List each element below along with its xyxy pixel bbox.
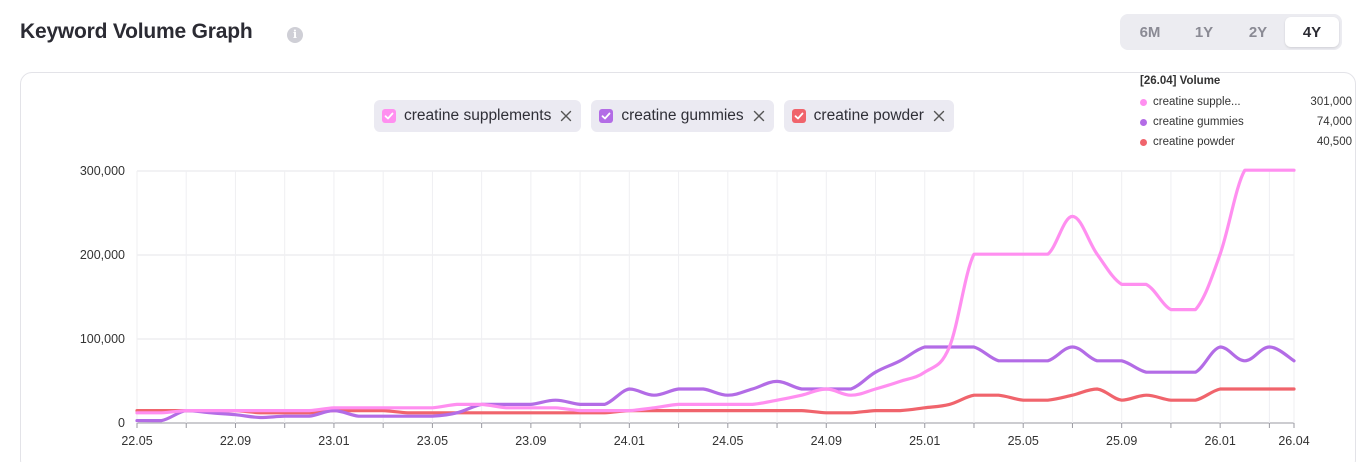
x-tick-label: 24.01 — [614, 434, 645, 448]
legend-chip-label: creatine supplements — [404, 107, 552, 124]
x-tick-label: 25.09 — [1106, 434, 1137, 448]
legend-chip[interactable]: creatine gummies — [591, 100, 774, 132]
x-tick-label: 23.05 — [417, 434, 448, 448]
close-icon[interactable] — [932, 109, 946, 123]
tooltip-series-value: 74,000 — [1316, 116, 1352, 128]
legend-chip-label: creatine gummies — [621, 107, 744, 124]
y-tick-label: 0 — [118, 416, 125, 430]
close-icon[interactable] — [559, 109, 573, 123]
legend-chips: creatine supplements creatine gummies crea… — [374, 100, 954, 132]
legend-chip[interactable]: creatine supplements — [374, 100, 582, 132]
y-tick-label: 300,000 — [80, 164, 125, 178]
y-tick-label: 100,000 — [80, 332, 125, 346]
checkbox-icon[interactable] — [599, 109, 614, 123]
checkbox-icon[interactable] — [382, 109, 396, 123]
legend-chip-label: creatine powder — [813, 107, 924, 124]
page-title: Keyword Volume Graph — [20, 20, 253, 43]
close-icon[interactable] — [752, 109, 766, 123]
series-line — [135, 168, 1296, 415]
series-dot-icon — [1140, 118, 1147, 126]
x-tick-label: 23.09 — [515, 434, 546, 448]
tooltip-row: creatine gummies 74,000 — [1140, 112, 1352, 132]
tooltip-series-value: 301,000 — [1310, 96, 1352, 108]
tooltip-series-name: creatine powder — [1153, 136, 1235, 148]
range-button-1y[interactable]: 1Y — [1194, 23, 1214, 41]
x-tick-label: 22.09 — [220, 434, 251, 448]
hover-tooltip: [26.04] Volume creatine supple... 301,000… — [1140, 75, 1352, 152]
time-range-selector: 6M 1Y 2Y 4Y — [1120, 14, 1342, 50]
series-dot-icon — [1140, 138, 1147, 146]
x-tick-label: 24.09 — [811, 434, 842, 448]
x-tick-label: 23.01 — [318, 434, 349, 448]
checkbox-icon[interactable] — [791, 109, 806, 123]
tooltip-header: [26.04] Volume — [1140, 75, 1221, 87]
x-tick-label: 24.05 — [712, 434, 743, 448]
info-icon[interactable]: i — [287, 27, 303, 43]
series-line — [135, 345, 1296, 423]
x-tick-label: 25.01 — [909, 434, 940, 448]
tooltip-row: creatine powder 40,500 — [1140, 132, 1352, 152]
legend-chip[interactable]: creatine powder — [783, 100, 954, 132]
range-button-4y[interactable]: 4Y — [1285, 17, 1339, 47]
x-tick-label: 25.05 — [1008, 434, 1039, 448]
header: Keyword Volume Graph i 6M 1Y 2Y 4Y — [20, 14, 1350, 54]
tooltip-series-value: 40,500 — [1316, 136, 1352, 148]
tooltip-series-name: creatine gummies — [1153, 116, 1244, 128]
x-tick-label: 26.01 — [1205, 434, 1236, 448]
series-dot-icon — [1140, 98, 1147, 106]
x-tick-label: 22.05 — [121, 434, 152, 448]
range-button-6m[interactable]: 6M — [1139, 23, 1161, 41]
tooltip-series-name: creatine supple... — [1153, 96, 1241, 108]
x-tick-label: 26.04 — [1278, 434, 1309, 448]
tooltip-row: creatine supple... 301,000 — [1140, 92, 1352, 112]
y-tick-label: 200,000 — [80, 248, 125, 262]
range-button-2y[interactable]: 2Y — [1248, 23, 1268, 41]
